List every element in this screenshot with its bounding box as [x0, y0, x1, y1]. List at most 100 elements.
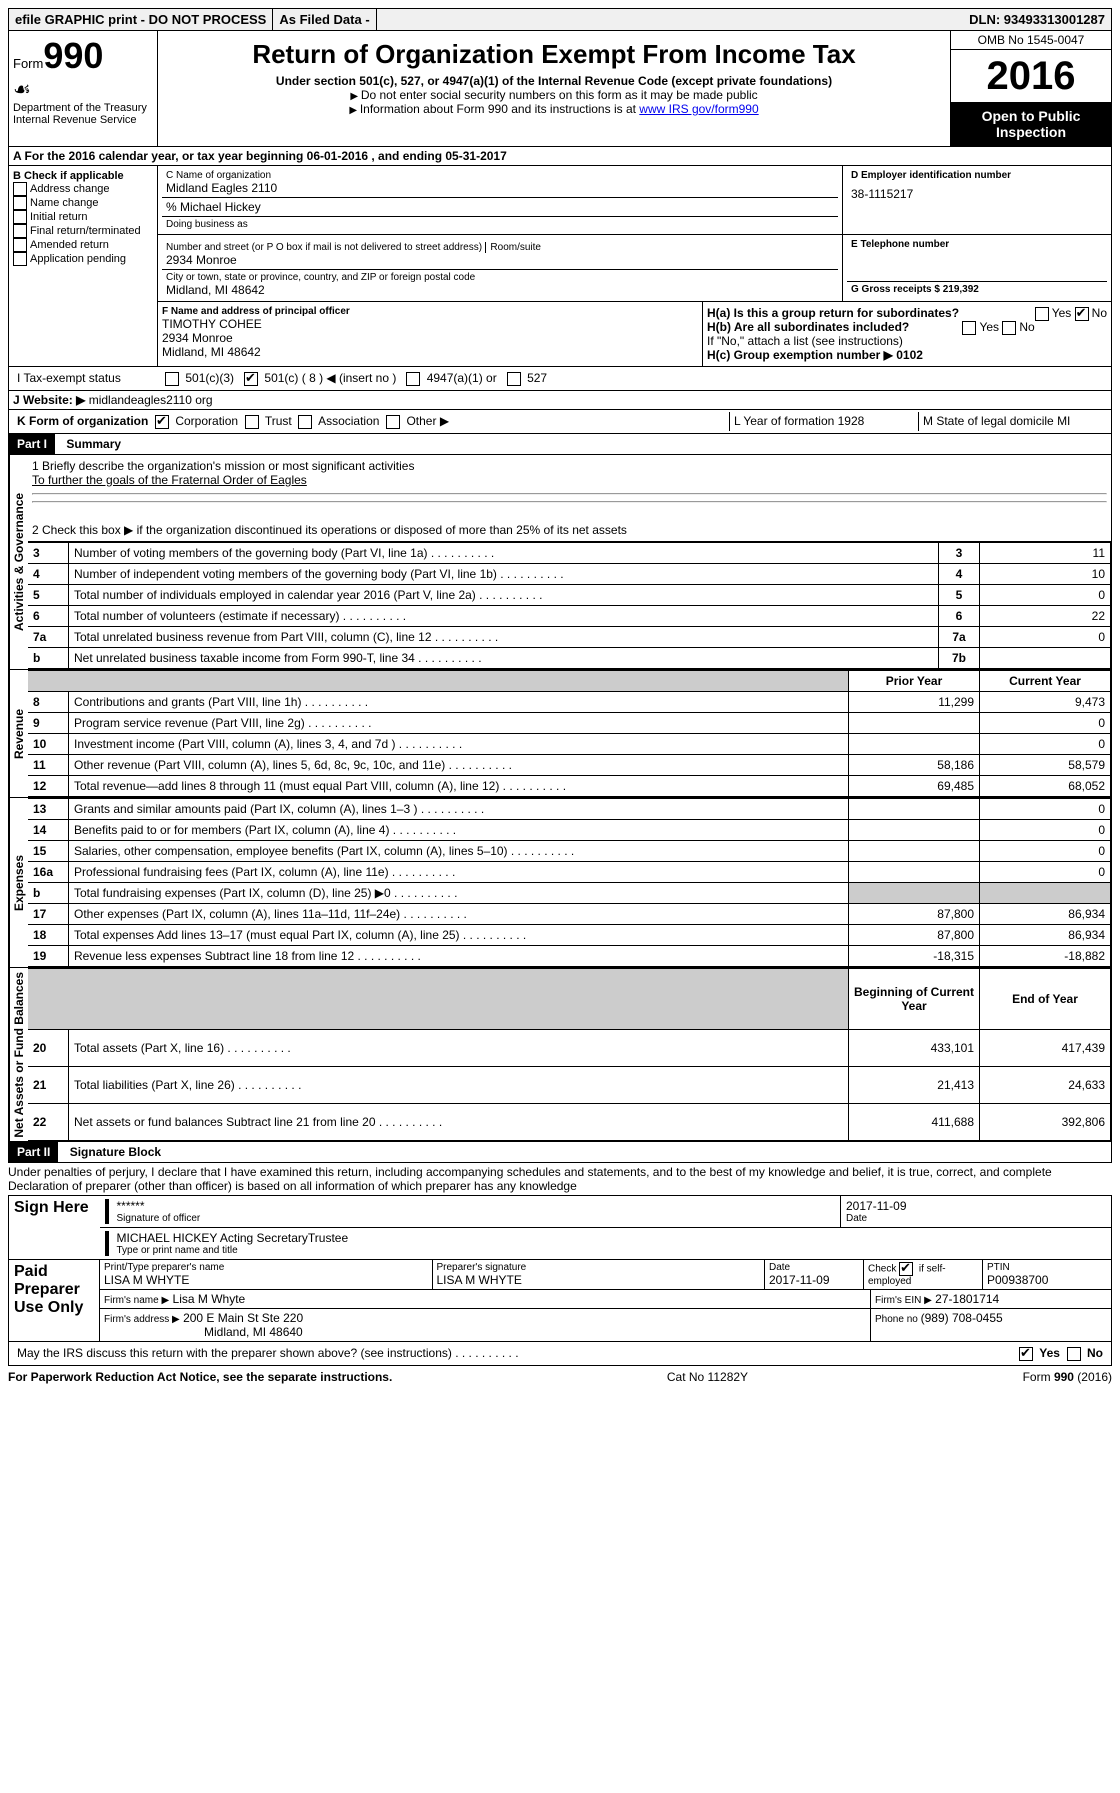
footer-mid: Cat No 11282Y [667, 1370, 748, 1384]
vlabel-governance: Activities & Governance [9, 455, 28, 669]
dept: Department of the Treasury [13, 102, 153, 114]
preparer-name: LISA M WHYTE [104, 1273, 428, 1287]
year-formation: L Year of formation 1928 [729, 412, 918, 431]
hb-label: H(b) Are all subordinates included? [707, 320, 909, 334]
addr-label: Number and street (or P O box if mail is… [166, 242, 482, 253]
irs: Internal Revenue Service [13, 114, 153, 126]
top-bar: efile GRAPHIC print - DO NOT PROCESS As … [8, 8, 1112, 31]
firm-name: Lisa M Whyte [173, 1292, 246, 1306]
as-filed: As Filed Data - [273, 9, 376, 30]
line-k: K Form of organization Corporation Trust… [8, 410, 1112, 434]
dln: DLN: 93493313001287 [963, 9, 1111, 30]
ha-yes[interactable] [1035, 307, 1049, 321]
netassets-table: Beginning of Current YearEnd of Year20To… [28, 968, 1111, 1142]
mission-text: To further the goals of the Fraternal Or… [32, 473, 1107, 487]
form-header: Form990 ☙ Department of the Treasury Int… [8, 31, 1112, 147]
sign-here-label: Sign Here [9, 1196, 100, 1260]
cb-discuss-no[interactable] [1067, 1347, 1081, 1361]
website: midlandeagles2110 org [89, 393, 213, 407]
firm-addr: 200 E Main St Ste 220 [183, 1311, 303, 1325]
firm-ein: 27-1801714 [935, 1292, 999, 1306]
org-name-label: C Name of organization [166, 170, 834, 181]
hb-yes[interactable] [962, 321, 976, 335]
room-label: Room/suite [485, 242, 541, 253]
cb-other[interactable] [386, 415, 400, 429]
governance-table: 3Number of voting members of the governi… [28, 542, 1111, 669]
omb-number: OMB No 1545-0047 [951, 31, 1111, 50]
form-number: 990 [43, 35, 103, 76]
cb-assoc[interactable] [298, 415, 312, 429]
cb-pending[interactable] [13, 252, 27, 266]
cb-final[interactable] [13, 224, 27, 238]
preparer-sig: LISA M WHYTE [437, 1273, 761, 1287]
phone-label: E Telephone number [851, 239, 1103, 250]
cb-501c3[interactable] [165, 372, 179, 386]
dba-label: Doing business as [162, 217, 838, 232]
netassets-block: Net Assets or Fund Balances Beginning of… [8, 968, 1112, 1143]
footer-right: Form 990 (2016) [1023, 1370, 1112, 1384]
officer-label: F Name and address of principal officer [162, 306, 698, 317]
line-i: I Tax-exempt status 501(c)(3) 501(c) ( 8… [8, 367, 1112, 391]
officer-name: TIMOTHY COHEE [162, 317, 698, 331]
vlabel-expenses: Expenses [9, 798, 28, 967]
expenses-table: 13Grants and similar amounts paid (Part … [28, 798, 1111, 967]
cb-amended[interactable] [13, 238, 27, 252]
cb-527[interactable] [507, 372, 521, 386]
hb-note: If "No," attach a list (see instructions… [707, 334, 1107, 348]
firm-phone: (989) 708-0455 [921, 1311, 1003, 1325]
care-of: % Michael Hickey [162, 198, 838, 217]
gross-receipts: G Gross receipts $ 219,392 [847, 282, 1107, 297]
cb-trust[interactable] [245, 415, 259, 429]
ptin: P00938700 [987, 1273, 1107, 1287]
line-a: A For the 2016 calendar year, or tax yea… [8, 147, 1112, 166]
form-label: Form [13, 56, 43, 71]
sig-stars: ****** [117, 1199, 836, 1213]
paid-preparer-label: Paid Preparer Use Only [9, 1260, 100, 1342]
ein-label: D Employer identification number [851, 170, 1103, 181]
ha-no[interactable] [1075, 307, 1089, 321]
cb-discuss-yes[interactable] [1019, 1347, 1033, 1361]
form-subtitle: Under section 501(c), 527, or 4947(a)(1)… [166, 74, 942, 88]
state-domicile: M State of legal domicile MI [918, 412, 1107, 431]
signature-table: Sign Here ****** Signature of officer 20… [8, 1195, 1112, 1342]
form-title: Return of Organization Exempt From Incom… [166, 39, 942, 70]
expenses-block: Expenses 13Grants and similar amounts pa… [8, 798, 1112, 968]
perjury-statement: Under penalties of perjury, I declare th… [8, 1163, 1112, 1195]
cb-501c[interactable] [244, 372, 258, 386]
col-b-title: B Check if applicable [13, 170, 153, 182]
footer-left: For Paperwork Reduction Act Notice, see … [8, 1370, 392, 1384]
cb-address-change[interactable] [13, 182, 27, 196]
revenue-table: Prior YearCurrent Year8Contributions and… [28, 670, 1111, 797]
cb-initial[interactable] [13, 210, 27, 224]
sig-officer-label: Signature of officer [117, 1213, 836, 1224]
irs-link[interactable]: www IRS gov/form990 [639, 102, 758, 116]
part1-body: Activities & Governance 1 Briefly descri… [8, 455, 1112, 670]
line2-text: 2 Check this box ▶ if the organization d… [32, 523, 627, 537]
cb-4947[interactable] [406, 372, 420, 386]
cb-name-change[interactable] [13, 196, 27, 210]
ein: 38-1115217 [851, 181, 1103, 207]
part-2: Part II Signature Block [8, 1142, 1112, 1163]
discuss-row: May the IRS discuss this return with the… [8, 1342, 1112, 1366]
col-c: C Name of organization Midland Eagles 21… [158, 166, 1111, 366]
ha-label: H(a) Is this a group return for subordin… [707, 306, 959, 320]
preparer-date: 2017-11-09 [769, 1273, 859, 1287]
city-label: City or town, state or province, country… [166, 272, 834, 283]
entity-block: B Check if applicable Address change Nam… [8, 166, 1112, 367]
note-ssn: Do not enter social security numbers on … [166, 88, 942, 102]
mission-label: 1 Briefly describe the organization's mi… [32, 459, 1107, 473]
city-state-zip: Midland, MI 48642 [166, 283, 834, 297]
cb-self-employed[interactable] [899, 1262, 913, 1276]
hc-label: H(c) Group exemption number ▶ 0102 [707, 348, 923, 362]
note-info: Information about Form 990 and its instr… [349, 102, 639, 116]
page-footer: For Paperwork Reduction Act Notice, see … [8, 1366, 1112, 1384]
revenue-block: Revenue Prior YearCurrent Year8Contribut… [8, 670, 1112, 798]
name-label: Type or print name and title [117, 1245, 1107, 1256]
officer-addr2: Midland, MI 48642 [162, 345, 698, 359]
officer-addr1: 2934 Monroe [162, 331, 698, 345]
cb-corp[interactable] [155, 415, 169, 429]
efile-notice: efile GRAPHIC print - DO NOT PROCESS [9, 9, 273, 30]
hb-no[interactable] [1002, 321, 1016, 335]
part-1: Part I Summary [8, 434, 1112, 455]
vlabel-net: Net Assets or Fund Balances [9, 968, 28, 1142]
